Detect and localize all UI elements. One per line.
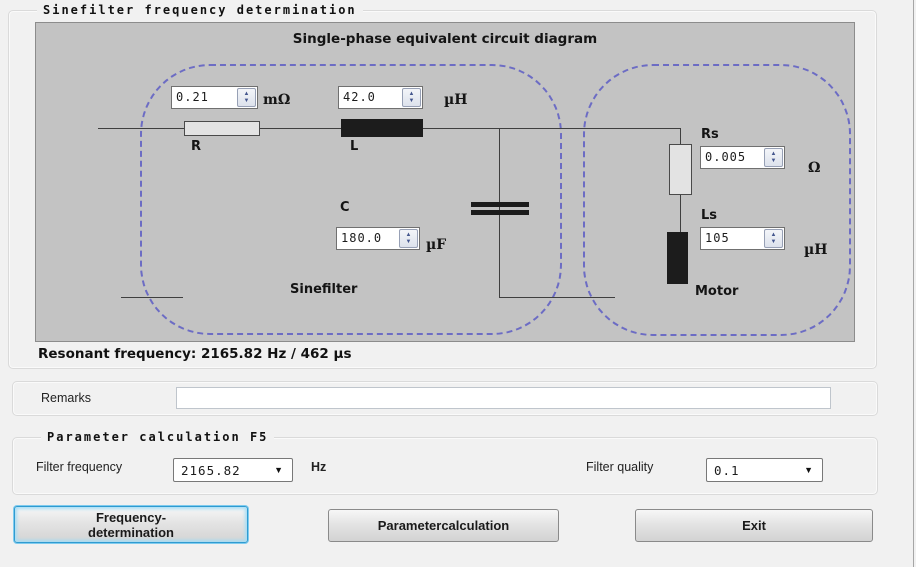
l-value[interactable]: 42.0 (343, 90, 376, 104)
sinefilter-dashed-outline (140, 64, 562, 335)
remarks-input[interactable] (176, 387, 831, 409)
sinefilter-groupbox: Sinefilter frequency determination (8, 3, 877, 369)
exit-button[interactable]: Exit (635, 509, 873, 542)
frequency-determination-button-line2: determination (88, 524, 174, 540)
circuit-panel-title: Single-phase equivalent circuit diagram (292, 31, 598, 47)
rs-value[interactable]: 0.005 (705, 150, 747, 164)
ls-spin-buttons[interactable]: ▲ ▼ (764, 229, 783, 248)
filter-frequency-value[interactable]: 2165.82 (181, 462, 241, 478)
spin-up-icon[interactable]: ▲ (408, 90, 415, 97)
spin-up-icon[interactable]: ▲ (770, 231, 777, 238)
filter-frequency-label: Filter frequency (36, 460, 123, 474)
bottom-wire (499, 297, 615, 298)
spin-down-icon[interactable]: ▼ (408, 97, 415, 104)
parameter-calculation-button-label: Parametercalculation (377, 518, 510, 533)
remarks-groupbox: Remarks (12, 381, 878, 416)
inductor-ls-symbol (667, 232, 688, 284)
capacitor-plate-bottom (471, 210, 529, 215)
rs-spin-buttons[interactable]: ▲ ▼ (764, 148, 783, 167)
spin-down-icon[interactable]: ▼ (405, 238, 412, 245)
dropdown-arrow-icon[interactable]: ▼ (274, 465, 283, 475)
parameter-calculation-button[interactable]: Parametercalculation (328, 509, 559, 542)
spin-up-icon[interactable]: ▲ (770, 150, 777, 157)
sinefilter-groupbox-title: Sinefilter frequency determination (37, 3, 363, 17)
l-spin-buttons[interactable]: ▲ ▼ (402, 88, 421, 107)
c-label: C (340, 200, 350, 215)
motor-dashed-outline (583, 64, 851, 336)
filter-frequency-combobox[interactable]: 2165.82 ▼ (173, 458, 293, 482)
l-unit: µH (444, 92, 468, 108)
exit-button-label: Exit (742, 518, 766, 533)
circuit-panel: Single-phase equivalent circuit diagram … (35, 22, 855, 342)
window-right-border (913, 0, 914, 567)
spin-down-icon[interactable]: ▼ (770, 157, 777, 164)
c-value[interactable]: 180.0 (341, 231, 383, 245)
frequency-determination-button-line1: Frequency- (95, 509, 167, 525)
return-wire (121, 297, 183, 298)
r-value[interactable]: 0.21 (176, 90, 209, 104)
spin-up-icon[interactable]: ▲ (405, 231, 412, 238)
rs-label: Rs (701, 127, 719, 142)
l-value-spinner[interactable]: 42.0 ▲ ▼ (338, 86, 423, 109)
filter-quality-combobox[interactable]: 0.1 ▼ (706, 458, 823, 482)
filter-frequency-unit: Hz (311, 460, 327, 474)
c-spin-buttons[interactable]: ▲ ▼ (399, 229, 418, 248)
resistor-rs-symbol (669, 144, 692, 195)
resonant-frequency-text: Resonant frequency: 2165.82 Hz / 462 µs (38, 346, 352, 362)
c-unit: µF (426, 237, 447, 253)
ls-value[interactable]: 105 (705, 231, 730, 245)
motor-label: Motor (695, 284, 739, 299)
r-unit: mΩ (263, 92, 291, 108)
ls-value-spinner[interactable]: 105 ▲ ▼ (700, 227, 785, 250)
r-spin-buttons[interactable]: ▲ ▼ (237, 88, 256, 107)
spin-down-icon[interactable]: ▼ (243, 97, 250, 104)
ls-unit: µH (804, 242, 828, 258)
r-label: R (191, 139, 202, 154)
remarks-label: Remarks (41, 391, 92, 405)
resistor-r-symbol (184, 121, 260, 136)
l-label: L (350, 139, 359, 154)
dropdown-arrow-icon[interactable]: ▼ (804, 465, 813, 475)
parameter-calc-title: Parameter calculation F5 (41, 430, 275, 444)
capacitor-plate-top (471, 202, 529, 207)
sinefilter-label: Sinefilter (290, 282, 358, 297)
c-value-spinner[interactable]: 180.0 ▲ ▼ (336, 227, 420, 250)
ls-label: Ls (701, 208, 718, 223)
rs-value-spinner[interactable]: 0.005 ▲ ▼ (700, 146, 785, 169)
frequency-determination-button[interactable]: Frequency- determination (14, 506, 248, 543)
spin-up-icon[interactable]: ▲ (243, 90, 250, 97)
parameter-calc-groupbox: Parameter calculation F5 Filter frequenc… (12, 430, 878, 495)
filter-quality-label: Filter quality (586, 460, 654, 474)
spin-down-icon[interactable]: ▼ (770, 238, 777, 245)
inductor-l-symbol (341, 119, 423, 137)
rs-unit: Ω (808, 160, 821, 176)
r-value-spinner[interactable]: 0.21 ▲ ▼ (171, 86, 258, 109)
filter-quality-value[interactable]: 0.1 (714, 462, 740, 478)
